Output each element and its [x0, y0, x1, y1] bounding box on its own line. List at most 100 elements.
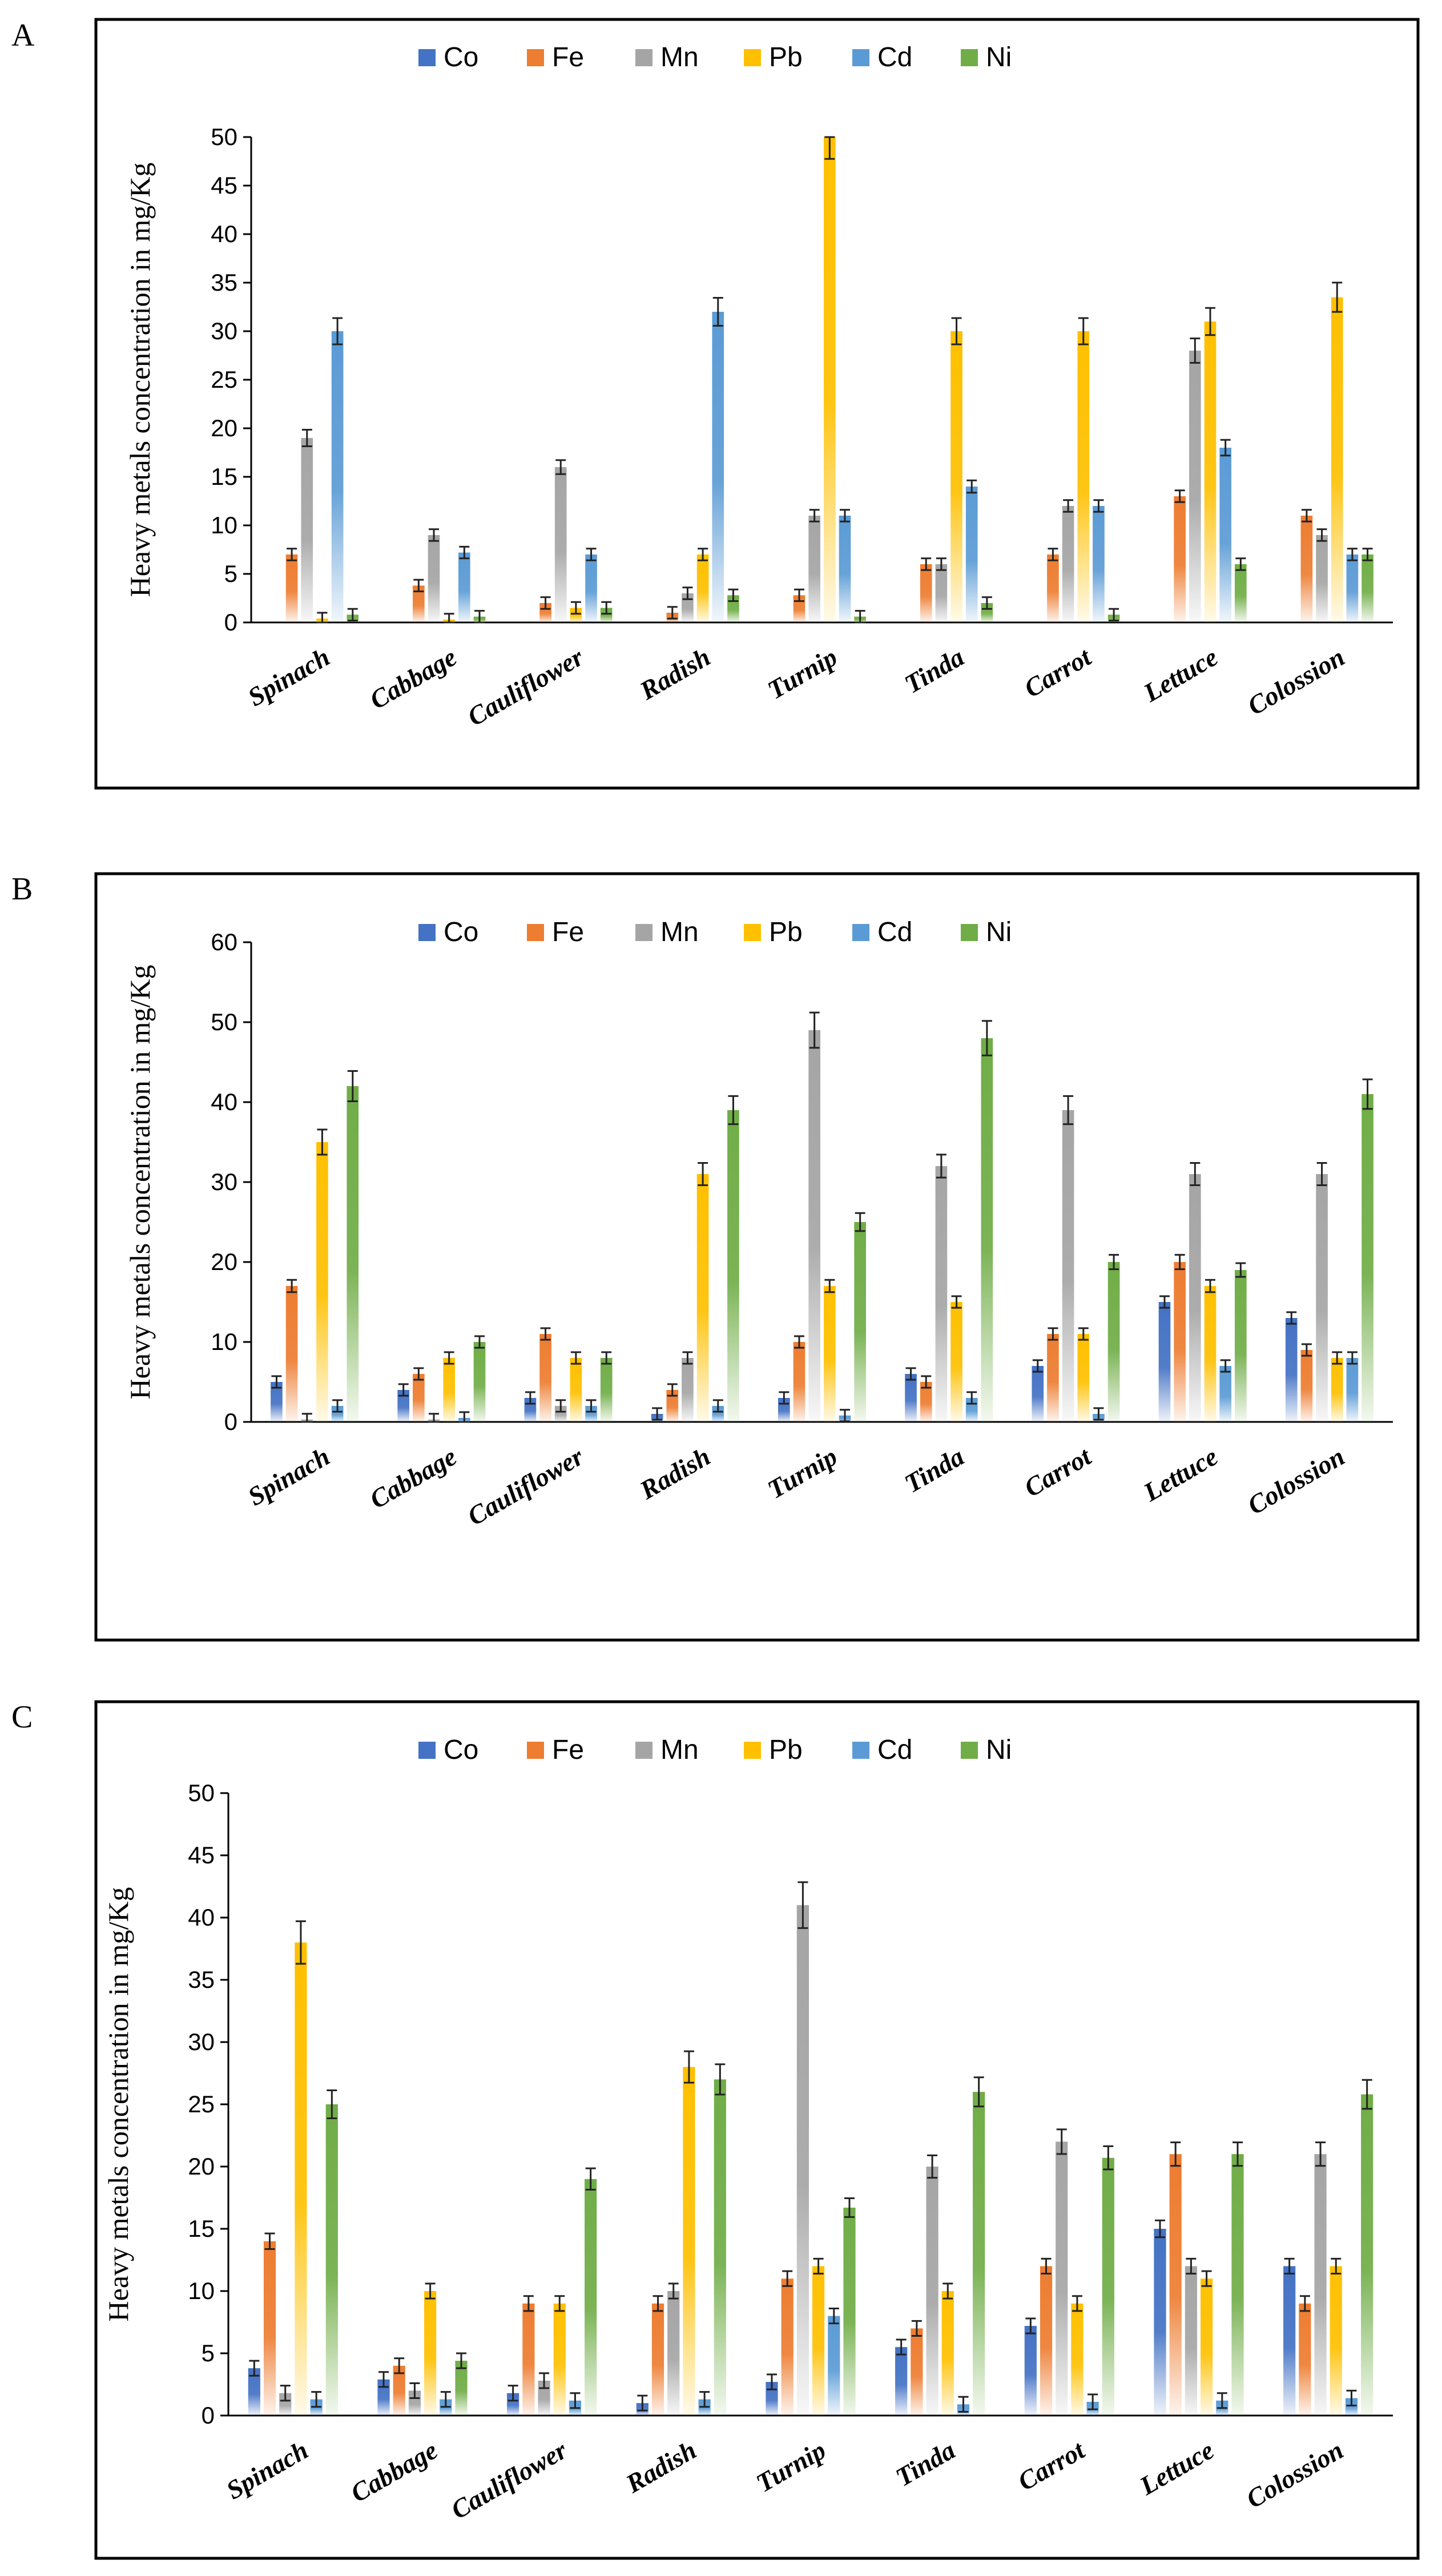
panel-c-y-tick-label: 20 — [188, 2153, 215, 2180]
panel-a-bar-colossion-cd — [1346, 554, 1359, 622]
panel-b-y-tick-label: 50 — [211, 1008, 237, 1035]
panel-c-bar-turnip-pb — [812, 2266, 825, 2416]
panel-b-legend-label-mn: Mn — [660, 917, 699, 947]
panel-c-legend-label-mn: Mn — [660, 1735, 699, 1765]
panel-a-error-bar-radish-fe — [667, 606, 678, 620]
panel-a-bar-turnip-fe — [793, 595, 805, 622]
panel-a-error-bar-carrot-pb — [1078, 317, 1089, 345]
panel-c-category-label-turnip: Turnip — [751, 2435, 831, 2498]
panel-b-error-bar-cauliflower-cd — [586, 1399, 597, 1413]
panel-b: 0 10 20 30 40 50 60 Heavy metals concentration … — [124, 917, 1393, 1531]
panel-a-error-bar-spinach-cd — [332, 317, 343, 345]
panel-b-error-bar-colossion-pb — [1332, 1351, 1343, 1365]
panel-c-error-bar-colossion-mn — [1315, 2141, 1326, 2167]
panel-c-error-bar-turnip-fe — [782, 2270, 793, 2287]
panel-a-error-bar-spinach-pb — [317, 612, 328, 624]
panel-c-y-tick-label: 15 — [188, 2215, 215, 2242]
panel-b-y-tick-label: 10 — [211, 1328, 237, 1355]
panel-b-frame — [94, 872, 1420, 1642]
panel-c-y-tick-label: 45 — [188, 1842, 215, 1868]
panel-c-error-bar-lettuce-co — [1155, 2219, 1165, 2239]
panel-b-category-label-cauliflower: Cauliflower — [462, 1441, 589, 1531]
panel-b-bar-colossion-ni — [1362, 1094, 1373, 1422]
panel-c-error-bar-carrot-cd — [1087, 2393, 1098, 2410]
panel-a-error-bar-colossion-ni — [1362, 548, 1373, 561]
panel-a-category-label-carrot: Carrot — [1019, 642, 1096, 703]
panel-b-bar-tinda-ni — [981, 1038, 993, 1422]
panel-c-bar-carrot-mn — [1056, 2141, 1068, 2416]
panel-a-error-bar-lettuce-ni — [1235, 557, 1246, 571]
panel-a-error-bar-tinda-pb — [951, 317, 962, 345]
panel-a-error-bar-carrot-ni — [1109, 608, 1119, 622]
panel-c-bar-carrot-ni — [1102, 2157, 1114, 2416]
panel-c-bar-turnip-mn — [796, 1905, 809, 2416]
panel-b-legend-swatch-co — [418, 924, 436, 941]
panel-b-bar-colossion-pb — [1331, 1358, 1343, 1422]
panel-b-bar-tinda-pb — [950, 1302, 962, 1422]
panel-a-bar-radish-cd — [712, 312, 724, 622]
panel-c-y-axis-label: Heavy metals concentration in mg/Kg — [102, 1887, 134, 2322]
panel-a-category-label-lettuce: Lettuce — [1138, 642, 1223, 708]
panel-a-bar-cauliflower-mn — [554, 467, 567, 622]
panel-c-y-tick-label: 35 — [188, 1966, 215, 1993]
panel-b-error-bar-carrot-fe — [1048, 1327, 1058, 1341]
panel-b-error-bar-cabbage-fe — [413, 1367, 424, 1381]
panel-c-error-bar-tinda-cd — [958, 2396, 969, 2413]
panel-b-y-tick-label: 0 — [224, 1408, 237, 1435]
panel-a-bar-colossion-fe — [1300, 516, 1313, 622]
panel-b-error-bar-tinda-mn — [936, 1154, 946, 1179]
panel-b-error-bar-tinda-fe — [921, 1375, 932, 1389]
panel-a-bar-turnip-mn — [808, 516, 820, 622]
panel-b-error-bar-cabbage-pb — [444, 1351, 454, 1365]
panel-b-y-tick-label: 30 — [211, 1168, 237, 1195]
panel-a-bar-carrot-pb — [1077, 331, 1090, 622]
panel-c-bar-cauliflower-ni — [585, 2179, 597, 2416]
panel-b-category-label-turnip: Turnip — [763, 1441, 842, 1504]
panel-b-error-bar-turnip-mn — [809, 1011, 820, 1049]
panel-c-bar-lettuce-co — [1154, 2229, 1166, 2416]
panel-c-error-bar-cabbage-co — [378, 2371, 389, 2388]
panel-b-bar-lettuce-ni — [1235, 1270, 1247, 1422]
panel-c-bar-cabbage-fe — [393, 2365, 405, 2416]
panel-c-error-bar-tinda-mn — [927, 2154, 938, 2179]
panel-b-bar-cabbage-pb — [443, 1358, 455, 1422]
panel-c-legend-swatch-cd — [852, 1742, 869, 1759]
panel-b-legend-swatch-cd — [852, 924, 869, 941]
panel-c-error-bar-turnip-cd — [828, 2308, 839, 2325]
panel-b-error-bar-spinach-pb — [317, 1128, 328, 1156]
panel-b-error-bar-tinda-pb — [951, 1295, 962, 1309]
panel-b-bar-spinach-fe — [285, 1286, 298, 1422]
panel-c-error-bar-tinda-pb — [942, 2282, 953, 2300]
panel-a-legend-swatch-fe — [527, 49, 544, 66]
panel-c-error-bar-cauliflower-mn — [539, 2372, 550, 2389]
panel-c-error-bar-spinach-co — [249, 2360, 260, 2377]
panel-c-error-bar-radish-ni — [715, 2063, 726, 2096]
panel-c-bar-carrot-pb — [1071, 2303, 1083, 2416]
panel-b-bar-turnip-pb — [824, 1286, 836, 1422]
panel-b-error-bar-cauliflower-ni — [601, 1351, 612, 1365]
panel-a-y-tick-label: 35 — [211, 269, 237, 296]
panel-b-error-bar-tinda-ni — [981, 1020, 992, 1056]
panel-b-bar-spinach-cd — [331, 1406, 344, 1422]
panel-c-bar-tinda-ni — [973, 2092, 985, 2416]
panel-b-bar-cabbage-ni — [473, 1342, 486, 1422]
panel-a-error-bar-cabbage-fe — [413, 578, 424, 593]
panel-c-bar-colossion-mn — [1314, 2154, 1327, 2416]
panel-c-y-tick-label: 30 — [188, 2028, 215, 2055]
panel-a-error-bar-colossion-fe — [1301, 509, 1312, 523]
panel-c-bar-colossion-fe — [1299, 2303, 1311, 2416]
panel-a-y-tick-label: 30 — [211, 318, 237, 344]
panel-c-bar-cabbage-pb — [424, 2291, 437, 2416]
panel-c-error-bar-cauliflower-cd — [570, 2392, 581, 2409]
panel-a-bar-lettuce-cd — [1219, 448, 1231, 622]
panel-letter-c: C — [11, 1699, 33, 1735]
panel-b-error-bar-colossion-cd — [1347, 1351, 1358, 1365]
panel-c-y-tick-label: 25 — [188, 2091, 215, 2117]
panel-c-error-bar-cabbage-ni — [456, 2352, 466, 2369]
panel-a-error-bar-cauliflower-fe — [540, 596, 551, 610]
panel-a-bar-lettuce-fe — [1174, 496, 1186, 622]
panel-b-error-bar-colossion-mn — [1316, 1162, 1327, 1187]
panel-c-category-label-spinach: Spinach — [221, 2435, 313, 2505]
panel-b-error-bar-cauliflower-mn — [555, 1399, 566, 1413]
panel-c-legend-label-cd: Cd — [877, 1735, 912, 1765]
